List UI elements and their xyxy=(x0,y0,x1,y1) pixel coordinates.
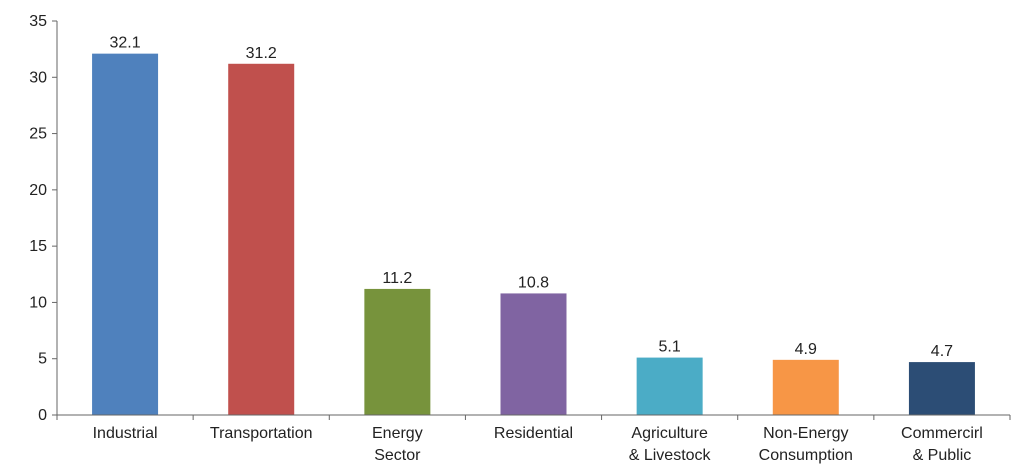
y-tick-label: 0 xyxy=(38,407,47,424)
data-label: 4.7 xyxy=(931,343,953,360)
y-tick-label: 30 xyxy=(29,69,47,86)
category-label-line: Energy xyxy=(372,425,423,442)
category-label-line: & Livestock xyxy=(629,447,712,464)
data-labels: 32.1 31.2 11.2 10.8 5.1 4.9 4.7 xyxy=(110,35,954,360)
category-label: Energy Sector xyxy=(372,425,423,464)
data-label: 4.9 xyxy=(795,341,817,358)
x-axis: Industrial Transportation Energy Sector Resi… xyxy=(56,414,1011,464)
bar xyxy=(772,359,839,415)
y-tick-label: 5 xyxy=(38,351,47,368)
category-label-line: Commercirl xyxy=(901,425,983,442)
y-tick-label: 10 xyxy=(29,294,47,311)
data-label: 11.2 xyxy=(382,270,412,287)
category-label: Residential xyxy=(494,425,573,442)
category-label: Non-Energy Consumption xyxy=(759,425,853,464)
bar xyxy=(908,362,975,415)
category-label: Agriculture & Livestock xyxy=(629,425,712,464)
bar xyxy=(92,53,159,415)
category-label-line: Agriculture xyxy=(631,425,708,442)
category-label-line: Consumption xyxy=(759,447,853,464)
category-label-line: Residential xyxy=(494,425,573,442)
category-label: Industrial xyxy=(93,425,158,442)
category-label-line: Industrial xyxy=(93,425,158,442)
bar xyxy=(364,288,431,415)
data-label: 5.1 xyxy=(659,339,681,356)
bars xyxy=(92,53,975,416)
category-label-line: Transportation xyxy=(210,425,313,442)
bar xyxy=(228,63,295,416)
bar xyxy=(500,293,567,415)
y-tick-label: 35 xyxy=(29,13,47,30)
data-label: 31.2 xyxy=(246,45,277,62)
category-label-line: Non-Energy xyxy=(763,425,848,442)
category-label-line: & Public xyxy=(913,447,972,464)
category-label: Commercirl & Public xyxy=(901,425,983,464)
data-label: 32.1 xyxy=(110,35,141,52)
category-label-line: Sector xyxy=(374,447,421,464)
data-label: 10.8 xyxy=(518,274,549,291)
y-tick-label: 20 xyxy=(29,182,47,199)
category-label: Transportation xyxy=(210,425,313,442)
y-tick-label: 15 xyxy=(29,238,47,255)
y-tick-label: 25 xyxy=(29,126,47,143)
bar xyxy=(636,357,703,415)
y-axis: 0 5 10 15 20 25 30 35 xyxy=(29,13,58,424)
